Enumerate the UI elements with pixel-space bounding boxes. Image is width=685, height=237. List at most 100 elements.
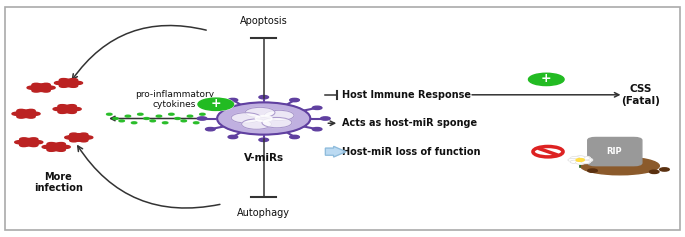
Circle shape [68, 110, 76, 114]
Circle shape [15, 141, 23, 144]
Circle shape [68, 134, 90, 141]
Text: Host-miR loss of function: Host-miR loss of function [342, 147, 481, 157]
Circle shape [113, 118, 119, 119]
Circle shape [649, 170, 659, 173]
Circle shape [42, 146, 51, 148]
Text: +: + [210, 97, 221, 110]
Circle shape [79, 139, 88, 142]
Circle shape [47, 86, 55, 89]
Circle shape [242, 119, 271, 129]
Text: +: + [541, 72, 551, 85]
Circle shape [588, 169, 597, 172]
Text: Autophagy: Autophagy [237, 208, 290, 218]
Circle shape [312, 106, 322, 109]
Circle shape [29, 138, 38, 141]
Circle shape [69, 84, 77, 87]
Circle shape [27, 86, 36, 89]
Text: Host Immune Response: Host Immune Response [342, 90, 471, 100]
Circle shape [53, 108, 62, 110]
Circle shape [58, 110, 66, 114]
Circle shape [256, 116, 272, 121]
Circle shape [217, 102, 310, 135]
Circle shape [107, 113, 112, 115]
Text: pro-inflammatory
cytokines: pro-inflammatory cytokines [135, 90, 214, 109]
Circle shape [206, 106, 215, 109]
Circle shape [575, 161, 585, 164]
Circle shape [56, 105, 78, 113]
Circle shape [69, 78, 77, 82]
FancyBboxPatch shape [588, 137, 642, 166]
Circle shape [47, 142, 55, 146]
Circle shape [162, 122, 168, 124]
Circle shape [55, 82, 63, 84]
Circle shape [62, 146, 70, 148]
Circle shape [232, 113, 261, 123]
Circle shape [47, 148, 55, 151]
Circle shape [27, 115, 35, 118]
Circle shape [583, 158, 593, 162]
Circle shape [228, 135, 238, 139]
Circle shape [206, 128, 215, 131]
Circle shape [58, 79, 79, 87]
Text: Acts as host-miR sponge: Acts as host-miR sponge [342, 118, 477, 128]
Circle shape [70, 139, 78, 142]
Circle shape [660, 168, 669, 171]
Circle shape [84, 136, 92, 139]
Circle shape [42, 83, 50, 86]
Text: CSS
(Fatal): CSS (Fatal) [621, 84, 660, 106]
Circle shape [197, 117, 207, 120]
Circle shape [73, 108, 81, 110]
Circle shape [312, 128, 322, 131]
Circle shape [259, 138, 269, 141]
Circle shape [42, 89, 50, 92]
Circle shape [60, 84, 68, 87]
Circle shape [568, 158, 577, 162]
Circle shape [68, 105, 76, 108]
Circle shape [169, 113, 174, 115]
Circle shape [581, 156, 590, 160]
Circle shape [576, 159, 584, 161]
Circle shape [57, 148, 65, 151]
Circle shape [65, 136, 73, 139]
Circle shape [32, 89, 40, 92]
Circle shape [198, 98, 234, 110]
Circle shape [290, 135, 299, 139]
Circle shape [58, 105, 66, 108]
Circle shape [175, 118, 180, 119]
Text: V-miRs: V-miRs [244, 153, 284, 163]
Text: Apoptosis: Apoptosis [240, 16, 288, 26]
Circle shape [193, 122, 199, 124]
Circle shape [150, 120, 155, 122]
Circle shape [15, 110, 37, 118]
Circle shape [34, 141, 42, 144]
Ellipse shape [581, 157, 660, 175]
Text: More
infection: More infection [34, 172, 83, 193]
Circle shape [74, 82, 82, 84]
Circle shape [262, 118, 292, 128]
Circle shape [321, 117, 330, 120]
Circle shape [132, 122, 137, 124]
Circle shape [570, 156, 580, 160]
Circle shape [18, 138, 40, 146]
Circle shape [209, 100, 319, 137]
Circle shape [119, 120, 125, 122]
Circle shape [529, 73, 564, 86]
Circle shape [30, 84, 52, 91]
Circle shape [60, 78, 68, 82]
Circle shape [70, 133, 78, 136]
Circle shape [12, 112, 21, 115]
Circle shape [17, 109, 25, 112]
Circle shape [20, 138, 28, 141]
Circle shape [144, 118, 149, 119]
Circle shape [29, 144, 38, 147]
Circle shape [581, 160, 590, 164]
FancyArrow shape [325, 146, 346, 157]
Circle shape [290, 98, 299, 102]
Circle shape [187, 115, 192, 117]
Circle shape [79, 133, 88, 136]
Circle shape [575, 156, 585, 159]
Circle shape [57, 142, 65, 146]
Circle shape [259, 96, 269, 99]
Circle shape [228, 98, 238, 102]
Circle shape [264, 110, 294, 121]
